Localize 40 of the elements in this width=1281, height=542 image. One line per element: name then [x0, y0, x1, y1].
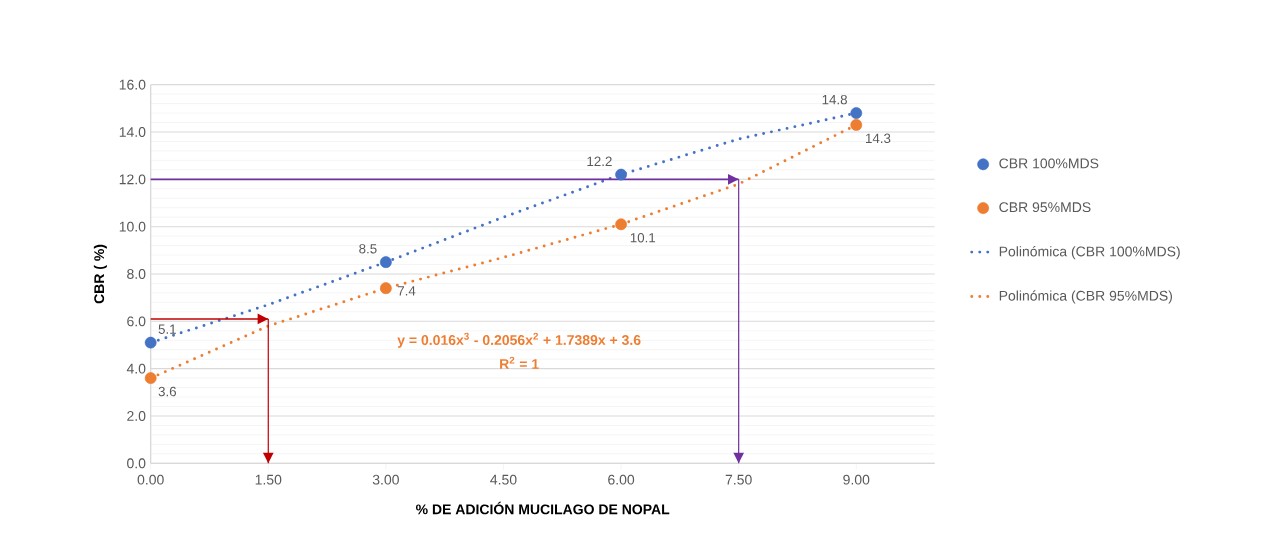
x-tick-label: 4.50: [490, 474, 517, 485]
y-axis-title: CBR ( %): [93, 244, 107, 304]
x-tick-label: 0.00: [137, 474, 164, 485]
point: [380, 282, 392, 295]
point: [615, 168, 627, 181]
y-tick-label: 12.0: [119, 174, 146, 185]
point: [144, 372, 157, 384]
data-label: 8.5: [359, 244, 377, 254]
x-tick-label: 1.50: [255, 474, 282, 485]
x-tick-label: 9.00: [843, 474, 870, 485]
point: [850, 107, 863, 119]
data-label: 3.6: [158, 386, 177, 397]
data-label: 7.4: [397, 286, 416, 296]
y-tick-label: 0.0: [127, 458, 146, 469]
legend-label: Polinómica (CBR 95%MDS): [999, 290, 1172, 304]
point: [144, 336, 157, 349]
y-tick-label: 8.0: [127, 269, 146, 279]
x-tick-label: 7.50: [725, 474, 752, 485]
annotation: R$^{2}$ = 1: [500, 356, 539, 369]
y-tick-label: 4.0: [126, 363, 146, 374]
y-tick-label: 10.0: [119, 221, 146, 232]
data-label: 10.1: [630, 233, 656, 243]
data-label: 5.1: [158, 324, 176, 334]
y-tick-label: 2.0: [127, 411, 146, 421]
legend-label: Polinómica (CBR 100%MDS): [999, 245, 1180, 260]
x-axis-title: % DE ADICIÓN MUCILAGO DE NOPAL: [415, 501, 670, 515]
legend-label: CBR 100%MDS: [999, 158, 1099, 169]
y-tick-label: 6.0: [127, 316, 146, 327]
point: [615, 218, 627, 231]
point: [850, 119, 863, 131]
y-tick-label: 14.0: [119, 127, 146, 137]
x-tick-label: 3.00: [372, 474, 399, 485]
data-label: 14.8: [822, 94, 847, 105]
point: [380, 256, 392, 269]
x-tick-label: 6.00: [608, 474, 635, 485]
annotation: y = 0.016x$^{3}$ - 0.2056x$^{2}$ + 1.7389x + 3.6: [397, 332, 641, 348]
data-label: 12.2: [587, 156, 612, 166]
legend-label: CBR 95%MDS: [999, 202, 1091, 213]
y-tick-label: 16.0: [119, 79, 146, 90]
data-label: 14.3: [866, 133, 891, 144]
